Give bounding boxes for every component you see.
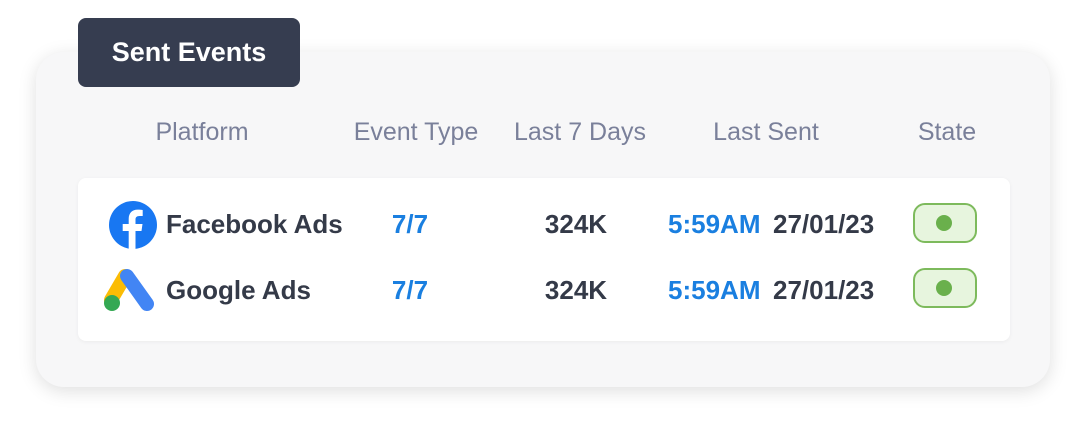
platform-name: Facebook Ads: [166, 209, 343, 239]
column-header: State: [917, 118, 977, 146]
column-header: Last Sent: [713, 118, 819, 146]
last-7-days: 324K: [544, 209, 608, 239]
last-sent-date: 27/01/23: [773, 275, 875, 305]
google-ads-icon: [104, 269, 154, 311]
card-title: Sent Events: [78, 18, 300, 87]
event-type[interactable]: 7/7: [391, 275, 429, 305]
platform-name: Google Ads: [166, 275, 311, 305]
last-sent-time: 5:59AM: [668, 209, 761, 239]
last-sent-date: 27/01/23: [773, 209, 875, 239]
table-panel: [78, 178, 1010, 341]
facebook-icon: [109, 201, 157, 249]
column-header: Event Type: [353, 118, 479, 146]
column-header: Last 7 Days: [513, 118, 647, 146]
last-sent-time: 5:59AM: [668, 275, 761, 305]
event-type[interactable]: 7/7: [391, 209, 429, 239]
state-toggle[interactable]: [913, 268, 977, 308]
state-toggle[interactable]: [913, 203, 977, 243]
column-header: Platform: [155, 118, 249, 146]
last-7-days: 324K: [544, 275, 608, 305]
